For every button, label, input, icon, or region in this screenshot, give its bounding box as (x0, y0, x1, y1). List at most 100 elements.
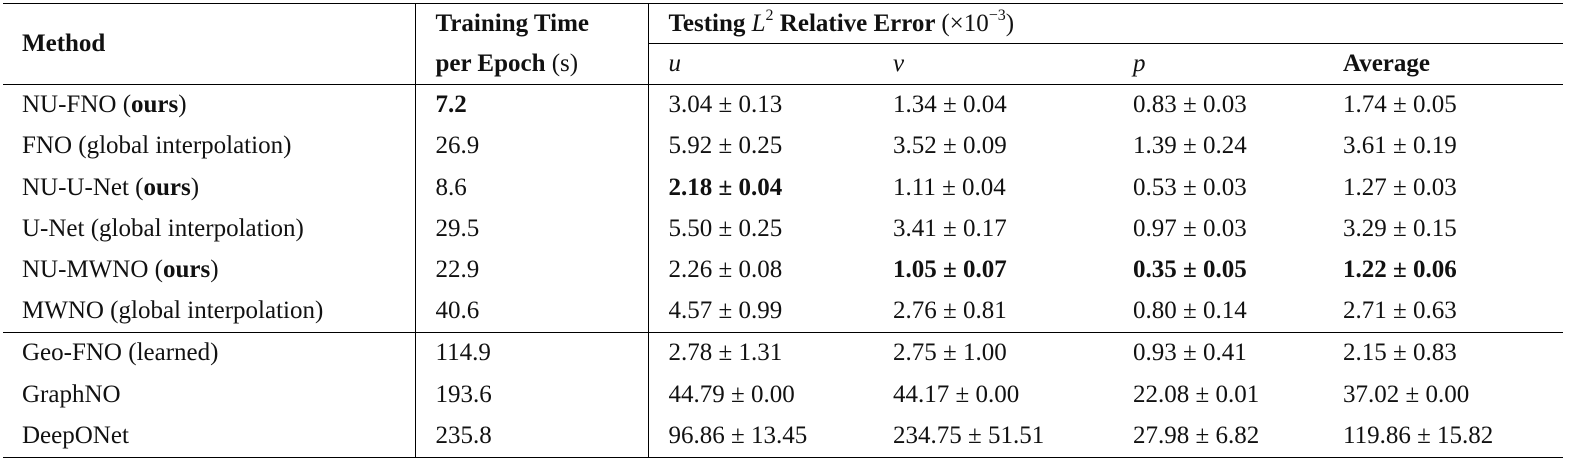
text-segment: MWNO (global interpolation) (22, 297, 324, 325)
text-segment: ours (131, 91, 179, 119)
text-segment: u (668, 50, 682, 77)
data-cell: 3.41 ± 0.17 (873, 208, 1113, 249)
header-cell: Training Time per Epoch (s) (415, 3, 649, 85)
data-cell: 22.9 (415, 249, 649, 291)
data-cell: 119.86 ± 15.82 (1323, 415, 1563, 458)
data-row: MWNO (global interpolation) 40.6 4.57 ± 0.… (3, 290, 1563, 333)
data-cell: 114.9 (415, 331, 649, 374)
text-segment: 5.50 ± 0.25 (668, 215, 783, 243)
data-cell: NU-FNO (ours) (3, 83, 416, 126)
data-cell: FNO (global interpolation) (3, 125, 416, 168)
data-row: U-Net (global interpolation) 29.5 5.50 ± 0… (3, 208, 1563, 250)
data-cell: 3.29 ± 0.15 (1323, 208, 1563, 249)
data-cell: NU-U-Net (ours) (3, 167, 416, 209)
data-cell: 3.04 ± 0.13 (648, 83, 873, 126)
text-segment: 96.86 ± 13.45 (668, 422, 808, 450)
data-cell: 22.08 ± 0.01 (1113, 374, 1323, 416)
text-segment: ours (143, 173, 191, 201)
text-segment: ours (162, 256, 211, 284)
data-row: Geo-FNO (learned) 114.9 2.78 ± 1.31 2.75 ± … (3, 331, 1563, 374)
header-cell: Method (3, 3, 416, 85)
text-segment: FNO (global interpolation) (22, 132, 292, 160)
data-row: NU-FNO (ours) 7.2 3.04 ± 0.13 1.34 ± 0.04 0.… (3, 83, 1563, 126)
data-cell: 2.76 ± 0.81 (873, 291, 1113, 332)
data-cell: U-Net (global interpolation) (3, 208, 416, 250)
text-segment: 3.29 ± 0.15 (1343, 215, 1457, 243)
data-cell: 1.74 ± 0.05 (1323, 83, 1563, 126)
data-cell: 3.52 ± 0.09 (873, 126, 1113, 167)
text-segment: 2 (765, 6, 774, 24)
text-segment: GraphNO (22, 380, 121, 408)
data-cell: 235.8 (415, 415, 649, 458)
text-segment: 0.93 ± 0.41 (1133, 339, 1247, 367)
data-cell: 1.39 ± 0.24 (1113, 126, 1323, 167)
text-segment: 44.17 ± 0.00 (893, 380, 1020, 408)
text-segment: 0.80 ± 0.14 (1133, 297, 1247, 325)
data-cell: 4.57 ± 0.99 (648, 291, 873, 332)
text-segment: Training Time (435, 10, 590, 37)
data-cell: 2.15 ± 0.83 (1323, 331, 1563, 374)
table-body: Method Training Time per Epoch (s) Testing … (3, 3, 1563, 458)
text-segment: ) (210, 256, 219, 284)
text-segment: Geo-FNO (learned) (22, 339, 219, 367)
data-cell: 0.53 ± 0.03 (1113, 167, 1323, 208)
text-segment: 0.53 ± 0.03 (1133, 173, 1247, 201)
data-cell: 1.22 ± 0.06 (1323, 250, 1563, 291)
data-cell: 1.34 ± 0.04 (873, 83, 1113, 126)
text-segment: v (893, 50, 905, 77)
text-segment: 22.08 ± 0.01 (1133, 380, 1260, 408)
data-cell: GraphNO (3, 373, 416, 416)
data-cell: 0.83 ± 0.03 (1113, 83, 1323, 126)
text-segment: ) (190, 173, 200, 201)
header-row: Method Training Time per Epoch (s) Testing … (3, 3, 1563, 85)
text-segment: 26.9 (435, 132, 480, 160)
data-cell: 193.6 (415, 373, 649, 416)
text-segment: Relative Error (773, 9, 942, 37)
data-cell: 2.75 ± 1.00 (873, 331, 1113, 374)
data-row: FNO (global interpolation) 26.9 5.92 ± 0.2… (3, 125, 1563, 168)
text-segment: per Epoch (435, 50, 552, 77)
text-segment: L (751, 9, 766, 37)
data-cell: 27.98 ± 6.82 (1113, 415, 1323, 458)
data-cell: 1.11 ± 0.04 (873, 167, 1113, 208)
text-segment: 3.41 ± 0.17 (893, 215, 1007, 243)
text-segment: 1.22 ± 0.06 (1343, 256, 1457, 284)
data-cell: NU-MWNO (ours) (3, 249, 416, 291)
data-cell: 1.05 ± 0.07 (873, 250, 1113, 291)
data-row: DeepONet 235.8 96.86 ± 13.45 234.75 ± 51.51… (3, 415, 1563, 458)
data-cell: 26.9 (415, 125, 649, 168)
header-line: Training Time (436, 4, 648, 44)
text-segment: Average (1343, 50, 1430, 77)
data-cell: 2.18 ± 0.04 (648, 167, 873, 208)
data-cell: 2.26 ± 0.08 (648, 250, 873, 291)
text-segment: 4.57 ± 0.99 (668, 297, 783, 325)
text-segment: 27.98 ± 6.82 (1133, 422, 1260, 450)
text-segment: 0.83 ± 0.03 (1133, 91, 1247, 119)
header-cell: Average (1323, 43, 1563, 85)
text-segment: −3 (988, 6, 1006, 24)
data-cell: Geo-FNO (learned) (3, 331, 416, 374)
text-segment: ) (1005, 9, 1015, 37)
data-row: NU-U-Net (ours) 8.6 2.18 ± 0.04 1.11 ± 0.04… (3, 167, 1563, 209)
text-segment: 1.74 ± 0.05 (1343, 91, 1457, 119)
data-cell: 0.80 ± 0.14 (1113, 291, 1323, 332)
text-segment: 7.2 (435, 91, 467, 119)
text-segment: 37.02 ± 0.00 (1343, 380, 1470, 408)
text-segment: 40.6 (435, 297, 480, 325)
text-segment: 2.78 ± 1.31 (668, 339, 783, 367)
header-cell: u (648, 43, 873, 85)
data-cell: 5.50 ± 0.25 (648, 208, 873, 249)
data-cell: DeepONet (3, 415, 416, 458)
text-segment: 2.76 ± 0.81 (893, 297, 1007, 325)
data-cell: 234.75 ± 51.51 (873, 415, 1113, 458)
text-segment: 3.52 ± 0.09 (893, 132, 1007, 160)
data-cell: 2.78 ± 1.31 (648, 331, 873, 374)
text-segment: 8.6 (435, 173, 467, 201)
data-cell: 96.86 ± 13.45 (648, 415, 873, 458)
text-segment: 0.35 ± 0.05 (1133, 256, 1247, 284)
text-segment: NU-FNO ( (22, 91, 132, 119)
text-segment: Method (22, 30, 106, 57)
text-segment: 3.04 ± 0.13 (668, 91, 783, 119)
text-segment: 1.39 ± 0.24 (1133, 132, 1247, 160)
text-segment: ) (178, 91, 187, 119)
